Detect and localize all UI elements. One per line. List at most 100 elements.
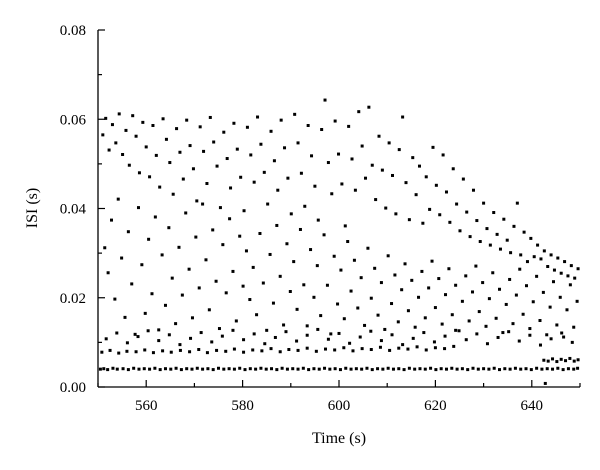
data-point — [427, 286, 431, 290]
data-point — [387, 141, 391, 145]
data-point — [498, 247, 502, 251]
data-point — [320, 128, 324, 132]
data-point — [217, 327, 221, 331]
data-point — [475, 332, 479, 336]
data-point — [356, 306, 360, 310]
data-point — [298, 227, 302, 231]
data-point — [551, 357, 555, 361]
data-point — [430, 259, 434, 263]
data-point — [111, 366, 115, 370]
data-point — [252, 332, 256, 336]
data-point — [376, 367, 380, 371]
data-point — [433, 306, 437, 310]
data-point — [439, 367, 443, 371]
data-point — [305, 333, 309, 337]
data-point — [188, 350, 192, 354]
data-point — [116, 197, 120, 201]
data-point — [190, 316, 194, 320]
data-point — [542, 249, 546, 253]
data-point — [505, 238, 509, 242]
data-point — [559, 271, 563, 275]
data-point — [360, 144, 364, 148]
data-point — [404, 181, 408, 185]
data-point — [369, 348, 373, 352]
data-point — [396, 320, 400, 324]
data-point — [301, 366, 305, 370]
data-point — [381, 367, 385, 371]
data-point — [576, 366, 580, 370]
data-point — [498, 368, 502, 372]
data-point — [424, 348, 428, 352]
data-point — [317, 367, 321, 371]
data-point — [475, 219, 479, 223]
data-point — [455, 367, 459, 371]
y-tick-label: 0.04 — [60, 202, 87, 218]
data-point — [316, 327, 320, 331]
data-point — [189, 336, 193, 340]
data-point — [238, 366, 242, 370]
data-point — [333, 348, 337, 352]
data-point — [106, 368, 110, 372]
data-point — [551, 367, 555, 371]
data-point — [411, 336, 415, 340]
data-point — [329, 332, 333, 336]
data-point — [333, 367, 337, 371]
data-point — [538, 343, 542, 347]
data-point — [391, 173, 394, 177]
data-point — [215, 348, 219, 352]
data-point — [422, 331, 426, 335]
data-point — [559, 357, 563, 361]
data-point — [522, 230, 526, 234]
data-point — [102, 367, 106, 371]
data-point — [255, 313, 259, 317]
data-point — [285, 367, 289, 371]
data-point — [258, 231, 262, 235]
data-point — [572, 367, 576, 371]
data-point — [443, 347, 447, 351]
x-tick-label: 640 — [521, 398, 544, 414]
data-point — [504, 302, 508, 306]
data-point — [576, 267, 580, 271]
data-point — [178, 348, 182, 352]
data-point — [275, 223, 279, 227]
data-point — [415, 345, 419, 349]
data-point — [168, 161, 172, 165]
data-point — [306, 124, 310, 127]
data-point — [126, 230, 130, 234]
data-point — [379, 281, 383, 285]
data-point — [549, 253, 553, 257]
x-tick-label: 560 — [135, 398, 158, 414]
data-point — [369, 329, 373, 333]
data-point — [101, 133, 105, 137]
data-point — [142, 367, 146, 371]
data-point — [324, 347, 327, 351]
data-point — [271, 301, 275, 305]
data-point — [185, 118, 189, 122]
data-point — [187, 267, 191, 271]
data-point — [125, 349, 129, 353]
data-point — [229, 186, 233, 190]
data-point — [570, 340, 574, 344]
data-point — [184, 211, 188, 215]
data-point — [374, 198, 378, 202]
data-point — [413, 325, 417, 329]
data-point — [468, 235, 472, 239]
data-point — [340, 182, 344, 186]
data-point — [551, 280, 555, 284]
data-point — [144, 145, 148, 149]
data-point — [244, 249, 248, 253]
data-point — [157, 328, 161, 332]
data-point — [307, 368, 311, 372]
y-tick-label: 0.08 — [60, 23, 86, 39]
data-point — [124, 128, 128, 132]
data-point — [528, 327, 532, 331]
data-point — [444, 367, 448, 371]
data-point — [259, 142, 263, 146]
data-point — [261, 281, 265, 285]
data-point — [275, 368, 279, 372]
data-point — [377, 134, 381, 138]
data-point — [450, 366, 454, 370]
data-point — [205, 351, 209, 355]
data-point — [137, 171, 141, 175]
data-point — [146, 329, 150, 333]
